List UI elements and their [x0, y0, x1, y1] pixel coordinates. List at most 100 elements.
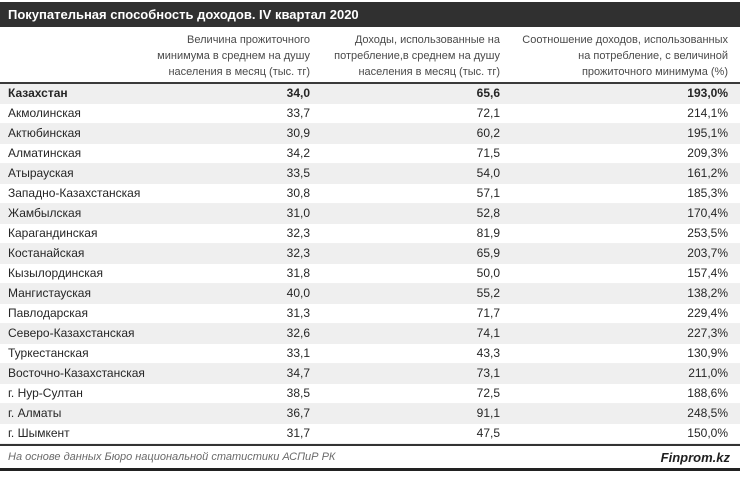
consumption-income-cell: 91,1	[476, 406, 500, 420]
region-cell: Кызылординская	[8, 266, 103, 280]
living-minimum-cell: 34,0	[286, 86, 310, 100]
consumption-income-cell: 72,5	[476, 386, 500, 400]
living-minimum-cell: 30,9	[286, 126, 310, 140]
living-minimum-cell: 38,5	[286, 386, 310, 400]
table-row: Алматинская 34,2 71,5 209,3%	[0, 144, 740, 164]
consumption-income-cell: 72,1	[476, 106, 500, 120]
living-minimum-cell: 31,3	[286, 306, 310, 320]
table-row: Актюбинская 30,9 60,2 195,1%	[0, 124, 740, 144]
table-row: Карагандинская 32,3 81,9 253,5%	[0, 224, 740, 244]
living-minimum-cell: 32,6	[286, 326, 310, 340]
column-headers: Величина прожиточного минимума в среднем…	[0, 27, 740, 84]
brand-logo: Finprom.kz	[660, 449, 730, 465]
table-row: Атырауская 33,5 54,0 161,2%	[0, 164, 740, 184]
consumption-income-cell: 81,9	[476, 226, 500, 240]
region-cell: Мангистауская	[8, 286, 91, 300]
living-minimum-cell: 30,8	[286, 186, 310, 200]
ratio-cell: 209,3%	[687, 146, 728, 160]
table-row: Акмолинская 33,7 72,1 214,1%	[0, 104, 740, 124]
table-row: Казахстан 34,0 65,6 193,0%	[0, 84, 740, 104]
table-row: Западно-Казахстанская 30,8 57,1 185,3%	[0, 184, 740, 204]
table-row: Мангистауская 40,0 55,2 138,2%	[0, 284, 740, 304]
region-cell: Жамбылская	[8, 206, 82, 220]
ratio-cell: 170,4%	[687, 206, 728, 220]
ratio-cell: 185,3%	[687, 186, 728, 200]
table-row: г. Шымкент 31,7 47,5 150,0%	[0, 424, 740, 444]
consumption-income-cell: 74,1	[476, 326, 500, 340]
living-minimum-cell: 33,5	[286, 166, 310, 180]
region-cell: Западно-Казахстанская	[8, 186, 141, 200]
table-row: Павлодарская 31,3 71,7 229,4%	[0, 304, 740, 324]
table-row: г. Алматы 36,7 91,1 248,5%	[0, 404, 740, 424]
consumption-income-cell: 65,9	[476, 246, 500, 260]
region-cell: г. Алматы	[8, 406, 62, 420]
region-cell: Актюбинская	[8, 126, 81, 140]
consumption-income-cell: 73,1	[476, 366, 500, 380]
ratio-cell: 138,2%	[687, 286, 728, 300]
ratio-cell: 188,6%	[687, 386, 728, 400]
ratio-cell: 161,2%	[687, 166, 728, 180]
consumption-income-cell: 60,2	[476, 126, 500, 140]
consumption-income-cell: 71,5	[476, 146, 500, 160]
ratio-cell: 150,0%	[687, 426, 728, 440]
table-row: Северо-Казахстанская 32,6 74,1 227,3%	[0, 324, 740, 344]
living-minimum-cell: 32,3	[286, 246, 310, 260]
table-row: Туркестанская 33,1 43,3 130,9%	[0, 344, 740, 364]
ratio-cell: 229,4%	[687, 306, 728, 320]
region-cell: Северо-Казахстанская	[8, 326, 135, 340]
region-cell: г. Нур-Султан	[8, 386, 83, 400]
region-cell: г. Шымкент	[8, 426, 70, 440]
ratio-cell: 248,5%	[687, 406, 728, 420]
region-cell: Костанайская	[8, 246, 85, 260]
footer: На основе данных Бюро национальной стати…	[0, 444, 740, 471]
consumption-income-cell: 43,3	[476, 346, 500, 360]
ratio-cell: 203,7%	[687, 246, 728, 260]
ratio-cell: 193,0%	[687, 86, 728, 100]
page-title: Покупательная способность доходов. IV кв…	[8, 7, 359, 22]
living-minimum-cell: 31,8	[286, 266, 310, 280]
region-cell: Атырауская	[8, 166, 74, 180]
column-header-consumption-income: Доходы, использованные на потребление,в …	[334, 34, 500, 78]
consumption-income-cell: 71,7	[476, 306, 500, 320]
region-cell: Карагандинская	[8, 226, 98, 240]
ratio-cell: 130,9%	[687, 346, 728, 360]
living-minimum-cell: 33,1	[286, 346, 310, 360]
table-row: Кызылординская 31,8 50,0 157,4%	[0, 264, 740, 284]
table-row: Восточно-Казахстанская 34,7 73,1 211,0%	[0, 364, 740, 384]
living-minimum-cell: 33,7	[286, 106, 310, 120]
region-cell: Павлодарская	[8, 306, 88, 320]
ratio-cell: 211,0%	[688, 366, 728, 380]
living-minimum-cell: 32,3	[286, 226, 310, 240]
living-minimum-cell: 34,7	[286, 366, 310, 380]
table-body: Казахстан 34,0 65,6 193,0% Акмолинская 33,7 72…	[0, 84, 740, 444]
region-cell: Казахстан	[8, 86, 68, 100]
consumption-income-cell: 47,5	[476, 426, 500, 440]
region-cell: Акмолинская	[8, 106, 81, 120]
consumption-income-cell: 65,6	[476, 86, 500, 100]
table-row: Жамбылская 31,0 52,8 170,4%	[0, 204, 740, 224]
ratio-cell: 195,1%	[687, 126, 728, 140]
region-cell: Алматинская	[8, 146, 82, 160]
ratio-cell: 253,5%	[687, 226, 728, 240]
living-minimum-cell: 36,7	[286, 406, 310, 420]
ratio-cell: 157,4%	[687, 266, 728, 280]
living-minimum-cell: 40,0	[286, 286, 310, 300]
column-header-ratio: Соотношение доходов, использованных на п…	[522, 34, 728, 78]
title-bar: Покупательная способность доходов. IV кв…	[0, 2, 740, 27]
column-header-living-minimum: Величина прожиточного минимума в среднем…	[157, 34, 310, 78]
living-minimum-cell: 31,0	[286, 206, 310, 220]
region-cell: Туркестанская	[8, 346, 89, 360]
consumption-income-cell: 54,0	[476, 166, 500, 180]
consumption-income-cell: 52,8	[476, 206, 500, 220]
living-minimum-cell: 34,2	[286, 146, 310, 160]
region-cell: Восточно-Казахстанская	[8, 366, 145, 380]
living-minimum-cell: 31,7	[286, 426, 310, 440]
ratio-cell: 227,3%	[687, 326, 728, 340]
table-row: Костанайская 32,3 65,9 203,7%	[0, 244, 740, 264]
consumption-income-cell: 57,1	[476, 186, 500, 200]
consumption-income-cell: 50,0	[476, 266, 500, 280]
consumption-income-cell: 55,2	[476, 286, 500, 300]
ratio-cell: 214,1%	[687, 106, 728, 120]
source-note: На основе данных Бюро национальной стати…	[8, 451, 336, 463]
